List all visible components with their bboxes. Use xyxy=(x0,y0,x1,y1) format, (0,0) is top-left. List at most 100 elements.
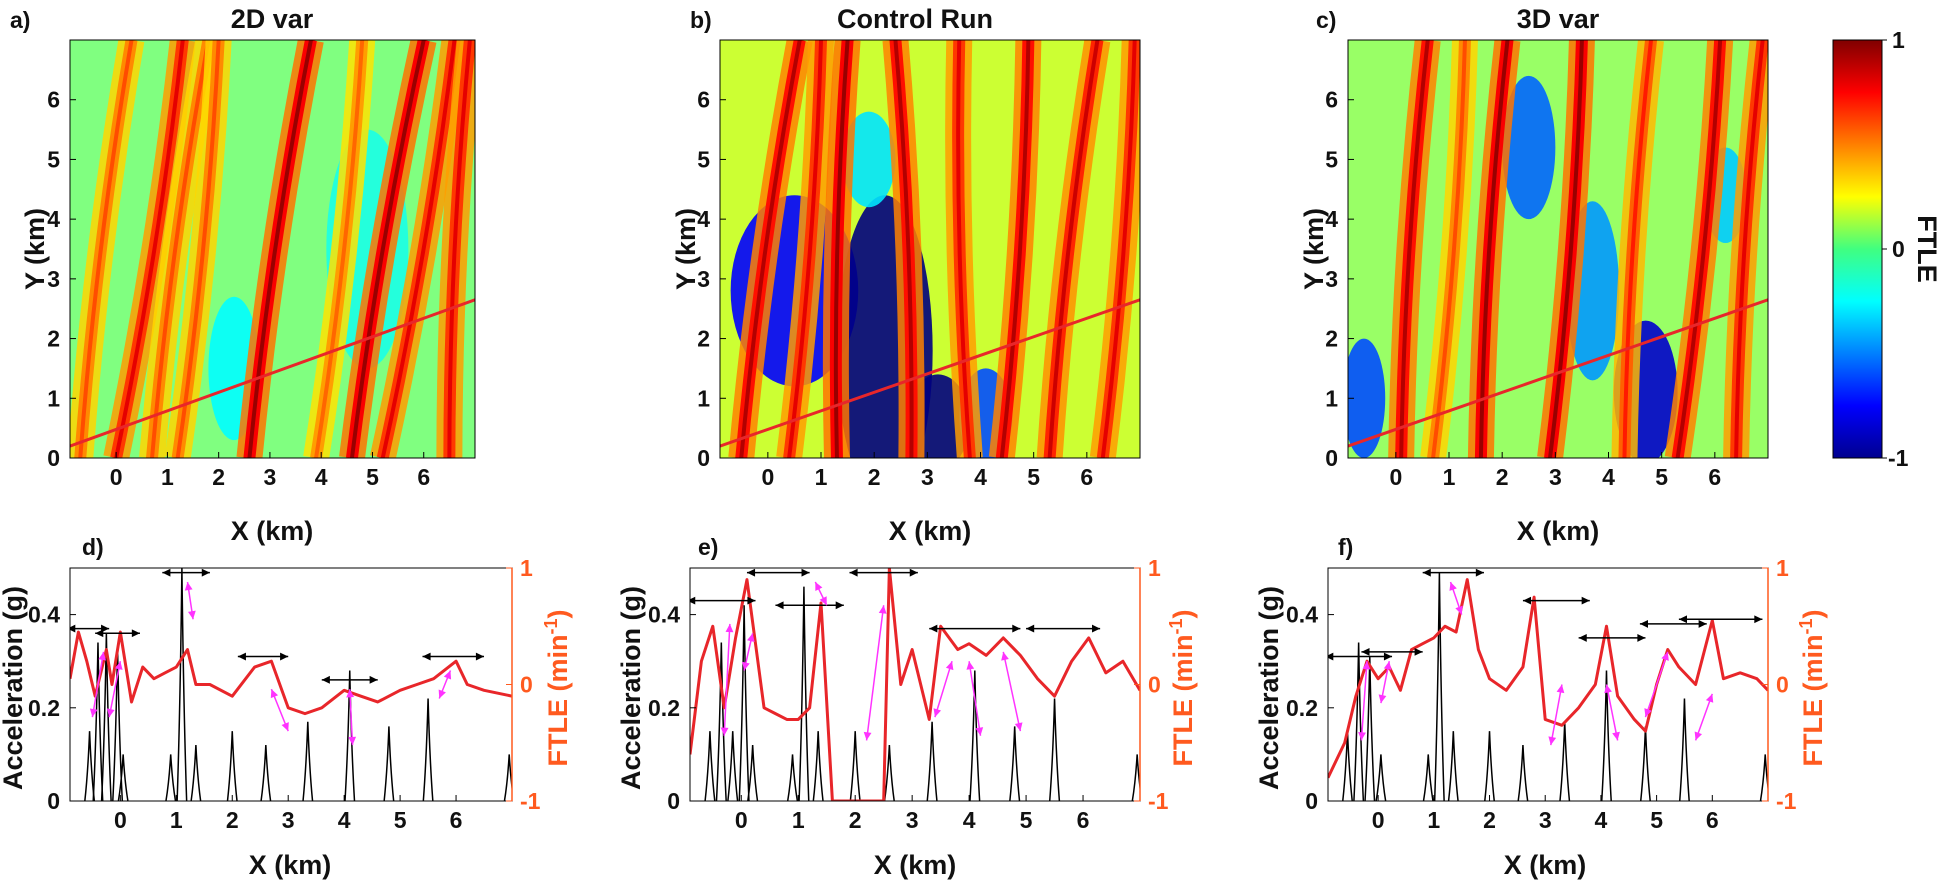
black-arrow-d-5-head-end xyxy=(475,652,485,661)
black-arrow-f-1-head-start xyxy=(1361,647,1370,656)
plot-frame-b xyxy=(719,39,1141,459)
black-arrow-d-2-head-end xyxy=(201,568,210,577)
acceleration-peak-d-0 xyxy=(84,731,96,801)
ytick-label-b-6: 6 xyxy=(697,87,710,113)
acceleration-peak-f-3 xyxy=(1375,754,1387,801)
black-arrow-d-1-head-start xyxy=(95,629,104,638)
magenta-arrow-d-4-head-end xyxy=(348,736,357,746)
ytick-label-b-1: 1 xyxy=(697,385,710,411)
ytick-right-label-d-0: -1 xyxy=(520,788,541,814)
black-arrow-e-3-head-end xyxy=(909,568,918,577)
xtick-label-d-0: 0 xyxy=(114,807,127,833)
panel-c-label: c) xyxy=(1316,7,1336,33)
black-arrow-e-2-head-end xyxy=(835,601,844,610)
xtick-label-a-6: 6 xyxy=(417,464,430,490)
magenta-arrow-f-0-shaft xyxy=(1360,661,1368,741)
acceleration-peak-e-6 xyxy=(798,586,810,801)
yticks-right-f: -1 0 1 xyxy=(1762,555,1797,814)
black-arrow-d-4-head-end xyxy=(369,675,378,684)
panel-e: e) 0 1 2 3 4 5 6 0 0.2 0.4 -1 0 1 X (km) Accelerat… xyxy=(616,534,1198,880)
acceleration-peak-d-6 xyxy=(176,568,188,801)
heatmap-basin-c-1 xyxy=(1502,75,1556,220)
ridge-core-c-2 xyxy=(1478,40,1510,458)
magenta-arrow-e-3-head-start xyxy=(878,605,887,614)
xtick-label-c-2: 2 xyxy=(1496,464,1509,490)
magenta-arrow-e-4-shaft xyxy=(934,660,953,718)
xlabel-c: X (km) xyxy=(1517,516,1600,546)
black-arrow-f-6-head-start xyxy=(1678,615,1687,624)
black-arrow-e-0-head-end xyxy=(747,596,756,605)
ylabel-e: Acceleration (g) xyxy=(616,586,646,790)
xtick-label-b-4: 4 xyxy=(974,464,987,490)
magenta-arrow-d-5-head-start xyxy=(438,689,446,699)
magenta-arrow-d-3-head-end xyxy=(281,722,289,732)
xtick-label-c-3: 3 xyxy=(1549,464,1562,490)
magenta-arrow-e-0-shaft xyxy=(723,623,731,736)
plot-frame-e xyxy=(689,567,1141,802)
ylabel-d: Acceleration (g) xyxy=(0,586,28,790)
panel-a-label: a) xyxy=(10,7,30,33)
black-arrow-d-2-head-start xyxy=(162,568,171,577)
xtick-label-b-6: 6 xyxy=(1080,464,1093,490)
ytick-label-f-0: 0 xyxy=(1305,788,1318,814)
ridge-core-b-3 xyxy=(893,40,914,458)
xtick-label-f-2: 2 xyxy=(1483,807,1496,833)
ridge-core-c-5 xyxy=(1675,40,1723,458)
plot-frame-a xyxy=(69,39,476,459)
ytick-label-a-6: 6 xyxy=(47,87,60,113)
xtick-label-f-1: 1 xyxy=(1427,807,1440,833)
acceleration-peak-d-14 xyxy=(503,754,512,801)
ytick-label-a-0: 0 xyxy=(47,445,60,471)
acceleration-peak-f-6 xyxy=(1447,731,1459,801)
ridge-core-b-7 xyxy=(1100,40,1137,458)
black-arrow-f-1-head-end xyxy=(1414,647,1423,656)
ridge-core-a-0 xyxy=(78,40,134,458)
magenta-arrow-f-5-head-start xyxy=(1661,651,1669,661)
xtick-label-b-1: 1 xyxy=(815,464,828,490)
xtick-label-a-3: 3 xyxy=(264,464,277,490)
ytick-label-f-2: 0.4 xyxy=(1286,602,1318,628)
ridge-core-a-6 xyxy=(349,40,426,458)
black-arrow-f-3-head-end xyxy=(1581,596,1590,605)
ytick-label-b-0: 0 xyxy=(697,445,710,471)
magenta-arrow-e-0-head-end xyxy=(720,727,729,736)
acceleration-peak-e-1 xyxy=(715,642,727,801)
xticks-a: 0 1 2 3 4 5 6 xyxy=(110,452,430,490)
yticks-a: 0 1 2 3 4 5 6 xyxy=(47,87,76,471)
ytick-label-c-3: 3 xyxy=(1325,266,1338,292)
ytick-label-b-5: 5 xyxy=(697,146,710,172)
ytick-label-c-2: 2 xyxy=(1325,326,1338,352)
ridge-core-c-1 xyxy=(1431,40,1467,458)
colorbar-gradient xyxy=(1832,39,1883,459)
acceleration-peak-e-5 xyxy=(786,754,799,801)
xtick-label-f-4: 4 xyxy=(1595,807,1608,833)
xticks-d: 0 1 2 3 4 5 6 xyxy=(114,795,462,833)
black-arrow-f-2-head-end xyxy=(1475,568,1484,577)
xtick-label-e-5: 5 xyxy=(1020,807,1033,833)
ytick-label-d-1: 0.2 xyxy=(28,695,60,721)
black-arrow-f-0-head-end xyxy=(1383,652,1393,661)
acceleration-peak-d-1 xyxy=(92,642,104,801)
xtick-label-a-1: 1 xyxy=(161,464,174,490)
xtick-label-b-2: 2 xyxy=(868,464,881,490)
plot-area-e xyxy=(690,568,1140,801)
acceleration-peak-f-9 xyxy=(1559,721,1571,801)
ytick-right-label-e-0: -1 xyxy=(1148,788,1169,814)
magenta-arrow-e-5-shaft xyxy=(968,661,982,736)
colorbar-tick-label-mid: 0 xyxy=(1892,236,1905,262)
xticks-b: 0 1 2 3 4 5 6 xyxy=(761,452,1093,490)
magenta-arrow-d-1-shaft xyxy=(108,661,122,718)
magenta-arrow-f-6-head-start xyxy=(1705,693,1714,703)
black-arrow-e-1-head-start xyxy=(746,568,756,577)
black-arrow-e-4-head-start xyxy=(929,624,938,633)
colorbar-tick-label-bottom: -1 xyxy=(1888,445,1909,471)
magenta-arrow-f-0-head-end xyxy=(1358,732,1366,741)
ylabel-right-d: FTLE (min-1) xyxy=(541,610,573,767)
ridge-core-b-2 xyxy=(833,40,850,458)
acceleration-peak-e-9 xyxy=(883,745,895,801)
yticks-f: 0 0.2 0.4 xyxy=(1286,602,1334,814)
xtick-label-d-1: 1 xyxy=(170,807,183,833)
xtick-label-e-4: 4 xyxy=(963,807,976,833)
ytick-right-label-e-2: 1 xyxy=(1148,555,1161,581)
panel-a-title: 2D var xyxy=(231,4,314,34)
